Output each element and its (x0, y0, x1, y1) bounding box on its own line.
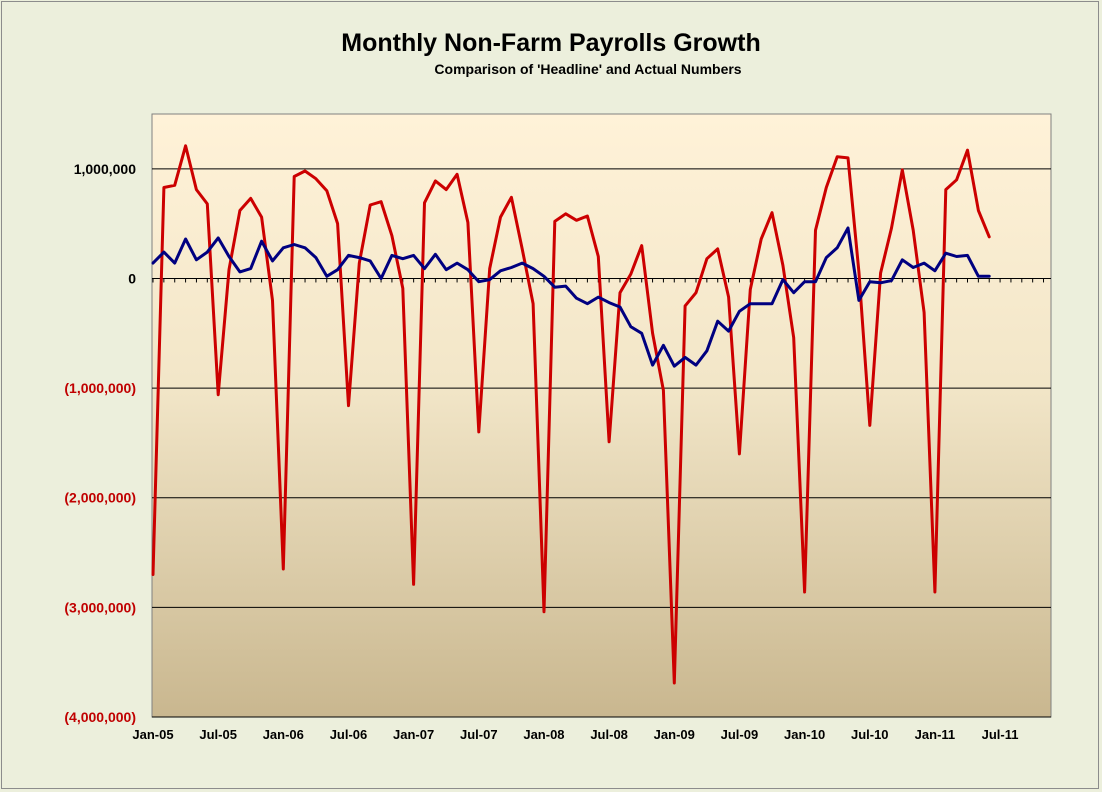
x-tick-label: Jul-11 (982, 727, 1019, 742)
x-tick-label: Jul-09 (721, 727, 759, 742)
x-tick-label: Jan-08 (523, 727, 564, 742)
x-tick-label: Jan-10 (784, 727, 825, 742)
y-tick-label: (3,000,000) (64, 599, 136, 615)
x-tick-label: Jan-11 (915, 727, 955, 742)
gridlines (152, 168, 1051, 718)
x-tick-label: Jul-07 (460, 727, 498, 742)
plot-area (151, 113, 1052, 718)
series-line-1 (151, 144, 991, 685)
y-tick-label: 0 (128, 270, 136, 286)
y-tick-label: (4,000,000) (64, 709, 136, 725)
x-tick-label: Jan-05 (132, 727, 173, 742)
series-lines (151, 144, 991, 685)
y-tick-label: (1,000,000) (64, 380, 136, 396)
series-line-2 (151, 226, 991, 368)
y-axis-labels: 1,000,000 0 (1,000,000) (2,000,000) (3,000,0… (64, 161, 136, 725)
x-axis-labels: Jan-05 Jul-05 Jan-06 Jul-06 Jan-07 Jul-07 Jan-… (132, 727, 1018, 742)
chart-subtitle: Comparison of 'Headline' and Actual Numb… (434, 61, 742, 77)
x-tick-label: Jul-05 (199, 727, 237, 742)
y-tick-label: (2,000,000) (64, 490, 136, 506)
x-tick-label: Jan-06 (263, 727, 304, 742)
x-tick-label: Jul-08 (590, 727, 628, 742)
x-tick-label: Jan-07 (393, 727, 434, 742)
x-tick-label: Jul-10 (851, 727, 889, 742)
x-tick-label: Jan-09 (654, 727, 695, 742)
y-tick-label: 1,000,000 (74, 161, 136, 177)
x-tick-label: Jul-06 (330, 727, 368, 742)
chart-title: Monthly Non-Farm Payrolls Growth (341, 29, 761, 57)
